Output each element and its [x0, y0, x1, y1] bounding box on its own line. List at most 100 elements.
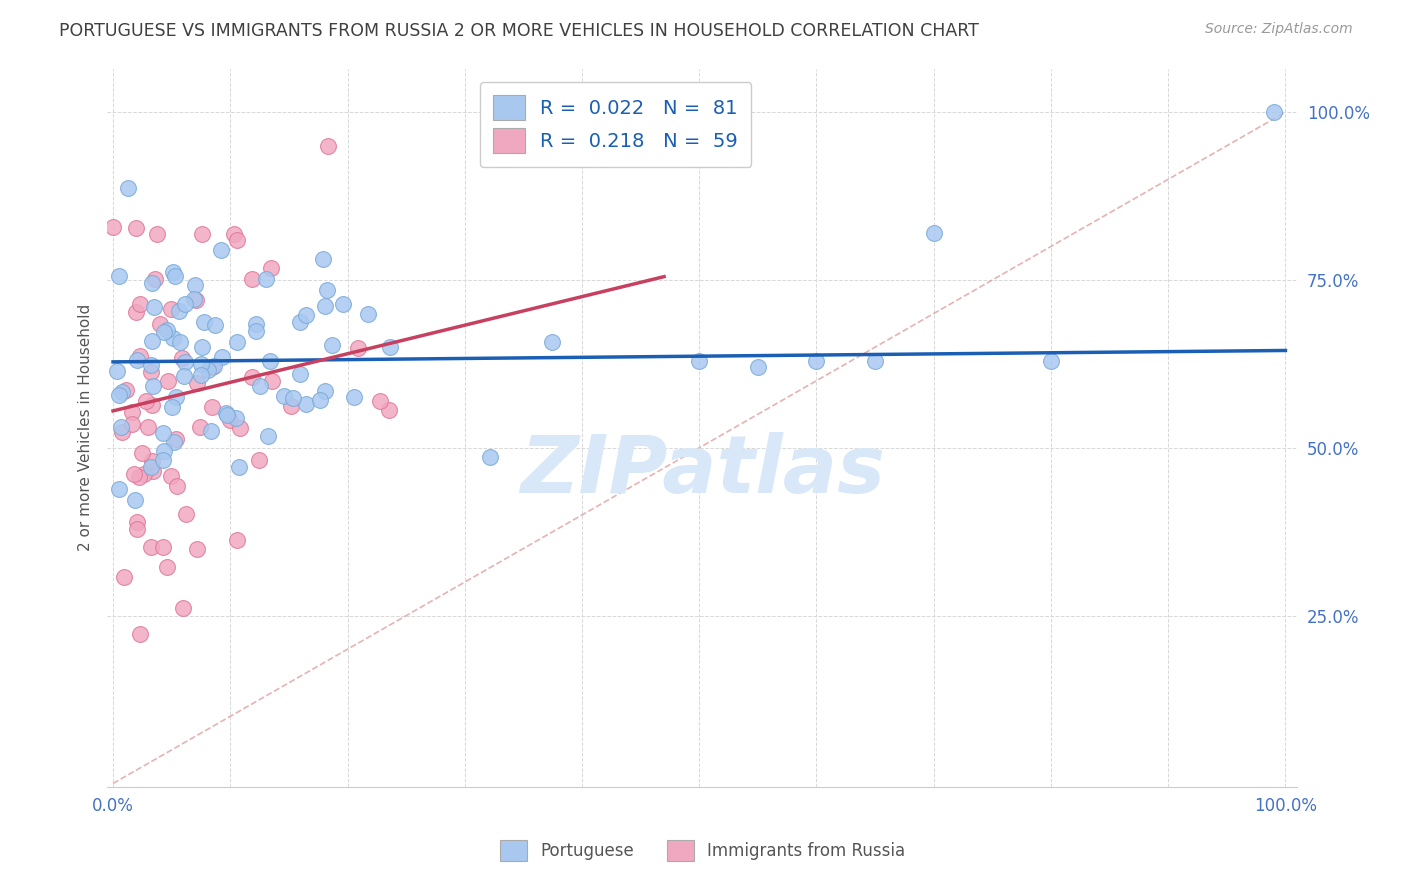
- Point: [308, 393, 330, 408]
- Point: [225, 334, 247, 349]
- Point: [143, 300, 166, 314]
- Point: [204, 318, 226, 332]
- Point: [105, 364, 128, 378]
- Point: [193, 315, 215, 329]
- Point: [135, 394, 157, 409]
- Point: [316, 283, 339, 297]
- Point: [169, 304, 191, 318]
- Point: [222, 227, 245, 241]
- Point: [157, 374, 180, 388]
- Point: [165, 269, 187, 284]
- Point: [190, 357, 212, 371]
- Point: [260, 260, 283, 275]
- Point: [125, 305, 148, 319]
- Point: [132, 467, 155, 481]
- Point: [259, 354, 281, 368]
- Point: [156, 323, 179, 337]
- Point: [117, 180, 139, 194]
- Point: [110, 420, 132, 434]
- Point: [174, 355, 197, 369]
- Point: [283, 391, 305, 405]
- Point: [121, 417, 143, 431]
- Point: [863, 353, 886, 368]
- Point: [141, 334, 163, 348]
- Point: [128, 469, 150, 483]
- Point: [162, 331, 184, 345]
- Point: [186, 542, 208, 557]
- Point: [141, 454, 163, 468]
- Point: [162, 265, 184, 279]
- Point: [312, 252, 335, 266]
- Point: [204, 359, 226, 373]
- Point: [143, 271, 166, 285]
- Point: [125, 522, 148, 536]
- Point: [186, 376, 208, 390]
- Point: [122, 467, 145, 482]
- Point: [922, 226, 945, 240]
- Point: [197, 362, 219, 376]
- Point: [141, 460, 163, 475]
- Point: [273, 389, 295, 403]
- Point: [107, 482, 129, 496]
- Point: [149, 317, 172, 331]
- Point: [347, 341, 370, 355]
- Point: [288, 367, 311, 381]
- Point: [200, 424, 222, 438]
- Point: [316, 138, 339, 153]
- Point: [295, 308, 318, 322]
- Point: [169, 335, 191, 350]
- Point: [295, 397, 318, 411]
- Point: [229, 421, 252, 435]
- Point: [115, 384, 138, 398]
- Point: [806, 353, 828, 368]
- Point: [332, 297, 354, 311]
- Point: [129, 627, 152, 641]
- Point: [141, 358, 163, 372]
- Point: [173, 369, 195, 384]
- Point: [159, 301, 181, 316]
- Point: [378, 340, 401, 354]
- Point: [152, 540, 174, 554]
- Point: [240, 272, 263, 286]
- Point: [190, 368, 212, 383]
- Point: [141, 398, 163, 412]
- Point: [747, 360, 769, 375]
- Point: [186, 293, 208, 308]
- Point: [170, 351, 193, 366]
- Point: [247, 452, 270, 467]
- Point: [142, 464, 165, 478]
- Point: [125, 221, 148, 235]
- Point: [377, 402, 399, 417]
- Point: [249, 379, 271, 393]
- Text: Source: ZipAtlas.com: Source: ZipAtlas.com: [1205, 22, 1353, 37]
- Point: [226, 233, 249, 247]
- Point: [163, 434, 186, 449]
- Point: [321, 338, 343, 352]
- Text: PORTUGUESE VS IMMIGRANTS FROM RUSSIA 2 OR MORE VEHICLES IN HOUSEHOLD CORRELATION: PORTUGUESE VS IMMIGRANTS FROM RUSSIA 2 O…: [59, 22, 979, 40]
- Point: [191, 227, 214, 242]
- Point: [1263, 105, 1285, 120]
- Point: [152, 425, 174, 440]
- Point: [288, 315, 311, 329]
- Point: [200, 400, 222, 414]
- Point: [225, 411, 247, 425]
- Point: [357, 307, 380, 321]
- Point: [226, 533, 249, 547]
- Point: [1039, 353, 1062, 368]
- Point: [166, 479, 188, 493]
- Point: [165, 390, 187, 404]
- Point: [103, 220, 125, 235]
- Point: [183, 292, 205, 306]
- Point: [174, 297, 197, 311]
- Point: [160, 468, 183, 483]
- Text: ZIPatlas: ZIPatlas: [520, 432, 884, 509]
- Point: [368, 394, 391, 409]
- Point: [160, 400, 183, 414]
- Point: [479, 450, 502, 464]
- Point: [209, 243, 232, 257]
- Point: [129, 349, 152, 363]
- Point: [112, 570, 135, 584]
- Point: [211, 350, 233, 364]
- Legend: Portuguese, Immigrants from Russia: Portuguese, Immigrants from Russia: [494, 833, 912, 868]
- Point: [245, 324, 267, 338]
